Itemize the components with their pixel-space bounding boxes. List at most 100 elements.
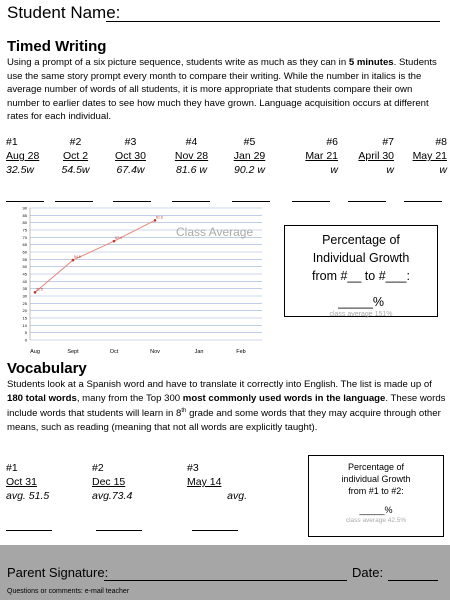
blank-line [96,530,142,531]
x-tick-label: Feb [236,349,245,355]
class-average: class average 42.5% [345,517,407,524]
column: #6 Mar 21 w [283,135,338,177]
data-point [153,219,157,222]
blank-line [55,201,93,202]
column-date: Mar 21 [305,150,338,162]
column: #3 May 14 avg. [187,461,247,503]
footer: Parent Signature: Date: Questions or com… [0,545,450,600]
column: #2 Dec 15 avg.73.4 [92,461,152,503]
column-average: 90.2 w [234,164,265,176]
data-label: 32.5 [36,287,43,291]
column: #3 Oct 30 67.4w [103,135,158,177]
data-point [112,239,116,243]
signature-line [104,580,347,581]
y-tick-label: 45 [23,272,28,277]
column-average: avg. [227,490,247,502]
text: individual Growth [341,474,411,484]
data-label: 81.6 [156,215,163,219]
data-label: 54.5 [74,255,81,259]
column-number: #7 [382,136,394,148]
column-date: May 14 [187,476,222,488]
y-tick-label: 65 [23,242,28,247]
y-tick-label: 20 [23,308,28,313]
column: #2 Oct 2 54.5w [48,135,103,177]
y-tick-label: 35 [23,286,28,291]
column-number: #3 [124,136,137,148]
y-tick-label: 50 [23,264,28,269]
data-point [71,258,75,262]
blank-percent: _____% [359,505,393,515]
paragraph: Students look at a Spanish word and have… [7,378,447,435]
y-tick-label: 40 [23,279,28,284]
superscript: th [181,408,187,415]
data-label: 67.4 [115,236,122,240]
bold-text: 180 total words [7,392,77,404]
data-point [33,291,37,294]
blank-line [232,201,270,202]
column-date: Oct 30 [115,150,146,162]
paragraph: Using a prompt of a six picture sequence… [7,56,445,124]
column: #4 Nov 28 81.6 w [164,135,219,177]
column-number: #8 [435,136,447,148]
y-tick-label: 60 [23,250,28,255]
column-number: #3 [187,462,199,474]
column: #8 May 21 w [392,135,447,177]
blank-line [404,201,442,202]
column-average: avg. 51.5 [6,490,50,502]
column-date: Oct 31 [6,476,37,488]
x-tick-label: Nov [150,349,160,355]
column-number: #1 [6,136,18,148]
data-line [34,219,156,293]
box-title: Percentage of individual Growth from #1 … [309,461,443,497]
signature-label: Parent Signature: [7,565,109,580]
column-number: #1 [6,462,18,474]
text: from #__ to #___: [312,269,410,283]
text: Using a prompt of a six picture sequence… [7,57,349,68]
bold-text: most commonly used words in the language [182,392,386,404]
section-heading: Timed Writing [7,38,107,55]
student-name-label: Student Name: [7,3,121,22]
growth-box: Percentage of Individual Growth from #__… [284,225,438,318]
date-line [388,580,438,581]
y-tick-label: 80 [23,220,28,225]
column: #1 Aug 28 32.5w [6,135,46,177]
column-date: May 21 [412,150,447,162]
column-average: 54.5w [61,164,90,176]
y-tick-label: 75 [23,228,28,233]
x-tick-label: Jan [195,349,204,355]
y-tick-label: 85 [23,213,28,218]
y-tick-label: 55 [23,257,28,262]
column-number: #2 [92,462,104,474]
x-tick-label: Oct [110,349,119,355]
column-date: Aug 28 [6,150,40,162]
y-tick-label: 30 [23,294,28,299]
x-tick-label: Sept [67,349,79,355]
blank-line [172,201,210,202]
text: Students look at a Spanish word and have… [7,379,432,390]
name-line [106,21,440,22]
text: . These words include words that student… [7,392,446,420]
column-number: #6 [326,136,338,148]
blank-line [348,201,386,202]
column: #5 Jan 29 90.2 w [222,135,277,177]
y-tick-label: 0 [25,338,28,343]
y-tick-label: 15 [23,316,28,321]
column-average: 67.4w [116,164,145,176]
column-date: Dec 15 [92,476,126,488]
bold-text: 5 minutes [348,57,394,68]
footer-note: Questions or comments: e-mail teacher [7,588,130,595]
blank-line [192,530,238,531]
box-title: Percentage of Individual Growth from #__… [285,231,437,285]
annotation: Class Average [176,225,253,239]
text: Individual Growth [312,251,410,265]
text: Percentage of [322,233,400,247]
column-average: 81.6 w [176,164,207,176]
column-average: w [330,164,338,176]
x-tick-label: Aug [30,349,40,355]
column-average: 32.5w [6,164,35,176]
column-date: Nov 28 [174,150,209,162]
section-heading: Vocabulary [7,360,87,377]
column-date: Jan 29 [233,150,266,162]
column-number: #4 [185,136,198,148]
text: from #1 to #2: [348,486,404,496]
